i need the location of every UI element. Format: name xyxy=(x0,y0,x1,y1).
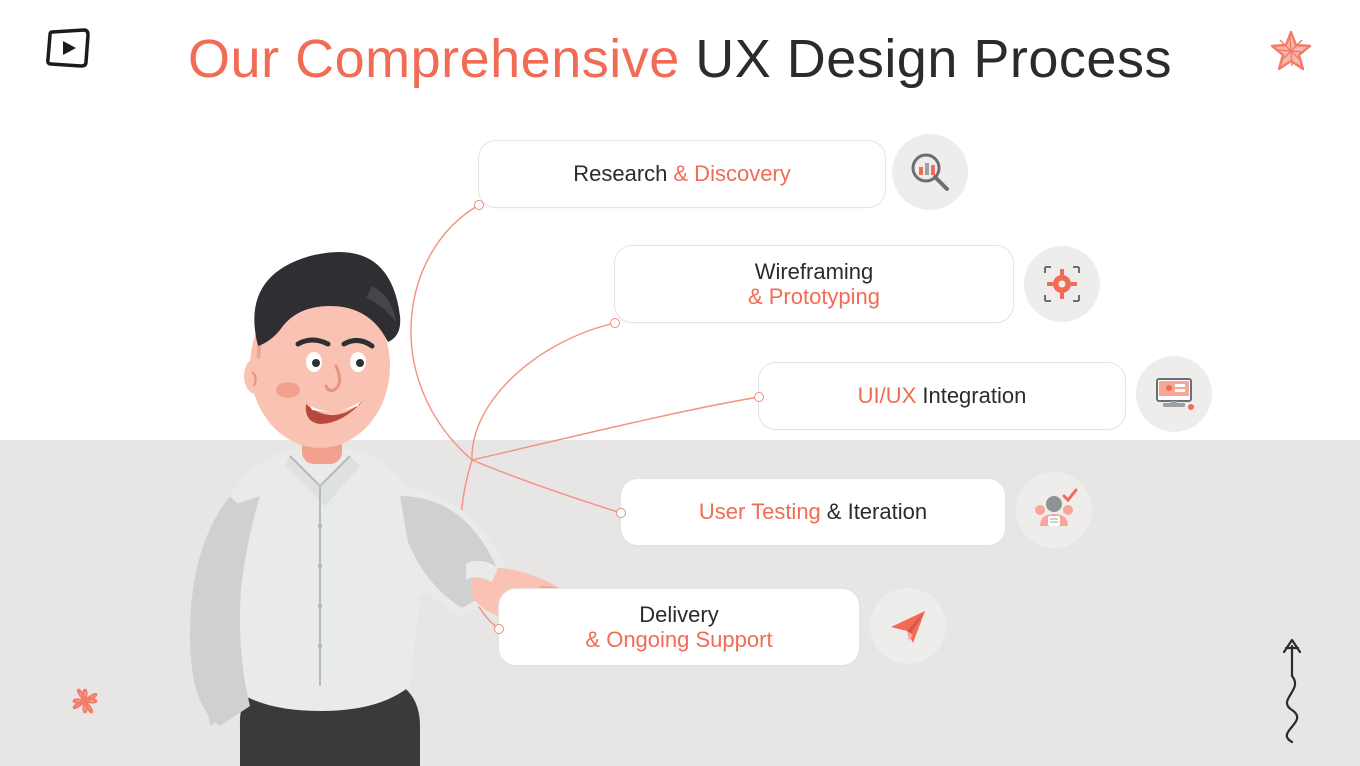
step-research: Research & Discovery xyxy=(478,140,886,208)
step-delivery-line1: Delivery xyxy=(639,602,718,627)
step-research-text-a: Research xyxy=(573,161,667,186)
step-uiux-text-a: UI/UX xyxy=(858,383,917,408)
connector-dot xyxy=(754,392,764,402)
monitor-icon xyxy=(1136,356,1212,432)
page-title: Our Comprehensive UX Design Process xyxy=(0,28,1360,90)
connector-dot xyxy=(610,318,620,328)
paper-plane-icon xyxy=(870,588,946,664)
step-testing-text-b: & Iteration xyxy=(827,499,927,524)
step-delivery: Delivery & Ongoing Support xyxy=(498,588,860,666)
step-testing: User Testing & Iteration xyxy=(620,478,1006,546)
logo-play-icon xyxy=(46,28,90,68)
connector-dot xyxy=(474,200,484,210)
slide-canvas: Our Comprehensive UX Design Process xyxy=(0,0,1360,766)
connector-dot xyxy=(494,624,504,634)
step-uiux: UI/UX Integration xyxy=(758,362,1126,430)
group-check-icon xyxy=(1016,472,1092,548)
gear-frame-icon xyxy=(1024,246,1100,322)
step-wireframing-line1: Wireframing xyxy=(755,259,874,284)
curly-arrow-icon xyxy=(1264,636,1318,746)
presenter-character xyxy=(120,166,560,766)
magnifier-chart-icon xyxy=(892,134,968,210)
title-normal: UX Design Process xyxy=(695,29,1172,89)
step-uiux-text-b: Integration xyxy=(922,383,1026,408)
step-research-text-b: & Discovery xyxy=(673,161,790,186)
step-delivery-line2: & Ongoing Support xyxy=(585,627,772,652)
step-wireframing: Wireframing & Prototyping xyxy=(614,245,1014,323)
title-accent: Our Comprehensive xyxy=(188,29,695,89)
flower-doodle-icon xyxy=(60,676,110,726)
step-testing-text-a: User Testing xyxy=(699,499,821,524)
star-scribble-icon xyxy=(1270,30,1312,72)
connector-dot xyxy=(616,508,626,518)
step-wireframing-line2: & Prototyping xyxy=(748,284,880,309)
